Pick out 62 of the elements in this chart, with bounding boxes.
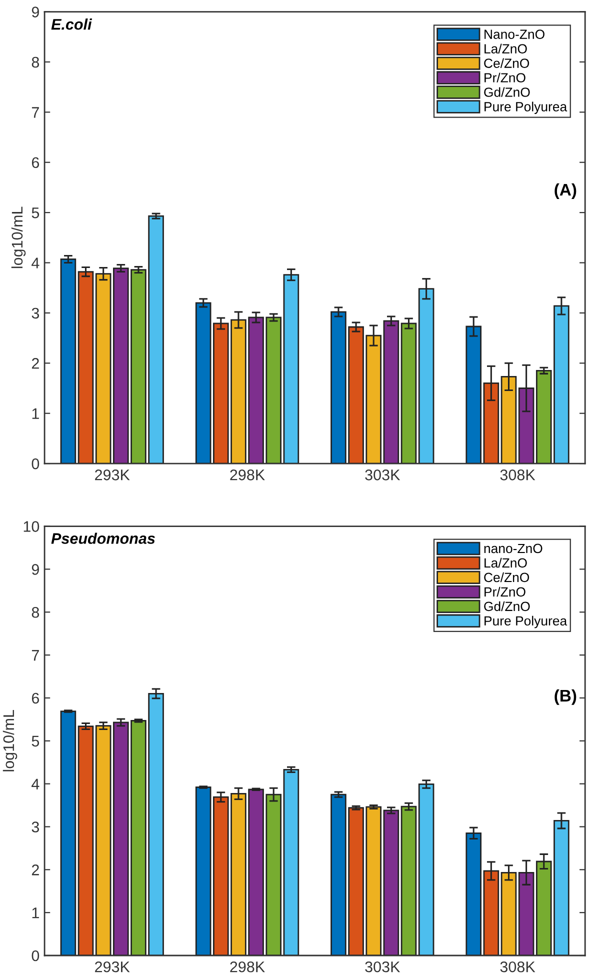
legend-label: Ce/ZnO <box>484 58 530 68</box>
y-tick-label: 2 <box>32 358 39 369</box>
x-tick-label: 298K <box>230 961 265 972</box>
legend-label: Pure Polyurea <box>484 616 568 628</box>
y-tick-label: 5 <box>32 208 40 218</box>
y-tick-label: 7 <box>32 650 39 661</box>
y-tick-label: 1 <box>32 408 39 419</box>
annotation: E.coli <box>51 18 92 30</box>
legend-label: La/ZnO <box>484 44 527 54</box>
bar <box>383 810 400 956</box>
bar <box>418 784 434 956</box>
bar <box>195 786 212 956</box>
y-tick-label: 0 <box>32 458 40 470</box>
legend-label: Pure Polyurea <box>484 102 568 114</box>
bar <box>466 832 482 956</box>
annotation: Pseudomonas <box>51 532 155 544</box>
x-tick-label: 303K <box>365 470 400 480</box>
bar <box>283 768 300 956</box>
bar <box>60 258 76 464</box>
y-tick-label: 8 <box>32 56 40 68</box>
bar <box>195 302 212 464</box>
bar <box>95 725 112 956</box>
y-tick-label: 3 <box>32 822 40 832</box>
x-tick-label: 293K <box>95 470 130 480</box>
bar <box>60 710 76 956</box>
x-tick-label: 293K <box>95 961 130 972</box>
y-tick-label: 0 <box>32 950 40 962</box>
bar <box>283 274 300 464</box>
y-tick-label: 4 <box>32 778 40 790</box>
y-tick-label: 9 <box>32 564 39 575</box>
x-tick-label: 298K <box>230 470 265 480</box>
y-tick-label: 9 <box>32 6 39 18</box>
y-tick-label: 10 <box>24 521 40 532</box>
y-tick-label: 8 <box>32 606 40 618</box>
y-tick-label: 6 <box>32 157 40 168</box>
legend-label: Nano-ZnO <box>484 30 544 39</box>
legend-label: Gd/ZnO <box>484 601 530 612</box>
bar <box>78 726 94 956</box>
legend-label: La/ZnO <box>484 558 527 568</box>
legend-label: Pr/ZnO <box>484 72 526 82</box>
x-tick-label: 303K <box>365 961 400 972</box>
y-axis-title: log10/mL <box>2 710 18 772</box>
y-tick-label: 1 <box>32 908 39 918</box>
legend-label: Ce/ZnO <box>484 572 530 582</box>
x-tick-label: 308K <box>500 470 536 480</box>
bar <box>400 806 417 956</box>
annotation: (B) <box>554 689 576 705</box>
x-tick-label: 308K <box>500 961 536 972</box>
y-tick-label: 2 <box>32 864 39 876</box>
y-tick-label: 5 <box>32 736 40 747</box>
bar <box>383 320 400 464</box>
legend-label: Gd/ZnO <box>484 87 530 97</box>
legend-label: nano-ZnO <box>484 544 542 554</box>
annotation: (A) <box>554 183 576 199</box>
bar <box>78 271 94 464</box>
y-axis-title: log10/mL <box>11 206 26 268</box>
y-tick-label: 6 <box>32 692 40 704</box>
legend-label: Pr/ZnO <box>484 586 526 597</box>
bar <box>400 322 417 464</box>
y-tick-label: 3 <box>32 308 40 319</box>
y-tick-label: 4 <box>32 258 40 268</box>
y-tick-label: 7 <box>32 107 39 118</box>
